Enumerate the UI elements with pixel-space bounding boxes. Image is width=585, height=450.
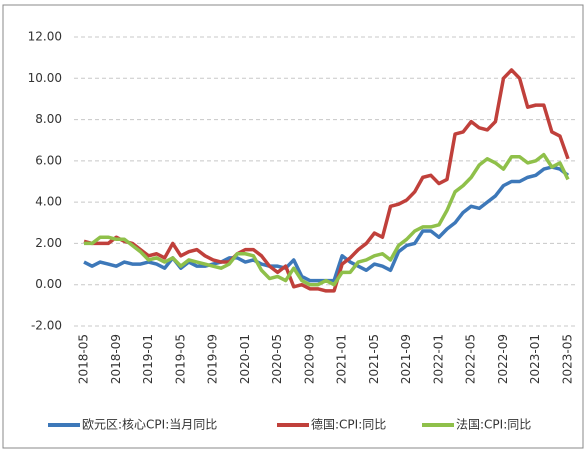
legend-label: 欧元区:核心CPI:当月同比 [82,418,217,432]
x-tick-label: 2022-09 [496,334,510,384]
x-tick-label: 2021-09 [399,334,413,384]
x-tick-label: 2018-05 [77,334,91,384]
x-tick-label: 2019-01 [141,334,155,384]
x-tick-label: 2022-01 [431,334,445,384]
legend-label: 法国:CPI:同比 [456,418,531,432]
x-tick-label: 2020-01 [238,334,252,384]
legend-label: 德国:CPI:同比 [311,417,386,432]
chart-frame [2,4,584,449]
y-tick-label: -2.00 [31,319,62,333]
y-tick-label: 4.00 [35,195,62,209]
x-tick-label: 2020-09 [302,334,316,384]
x-tick-label: 2019-09 [206,334,220,384]
series-line [83,165,570,283]
x-tick-label: 2018-09 [109,334,123,384]
x-tick-label: 2023-01 [528,334,542,384]
x-tick-label: 2022-05 [464,334,478,384]
y-tick-label: 2.00 [35,236,62,250]
x-tick-label: 2019-05 [173,334,187,384]
x-tick-label: 2023-05 [561,334,575,384]
y-tick-label: 6.00 [35,153,62,167]
y-tick-label: 10.00 [28,71,62,85]
legend: 欧元区:核心CPI:当月同比 德国:CPI:同比 法国:CPI:同比 [48,417,531,432]
series-line [84,152,570,287]
series-line [83,68,570,293]
y-tick-label: 0.00 [35,277,62,291]
y-tick-label: 12.00 [28,30,62,44]
y-tick-label: 8.00 [35,112,62,126]
x-tick-label: 2020-05 [270,334,284,384]
x-tick-label: 2021-01 [335,334,349,384]
x-tick-label: 2021-05 [367,334,381,384]
